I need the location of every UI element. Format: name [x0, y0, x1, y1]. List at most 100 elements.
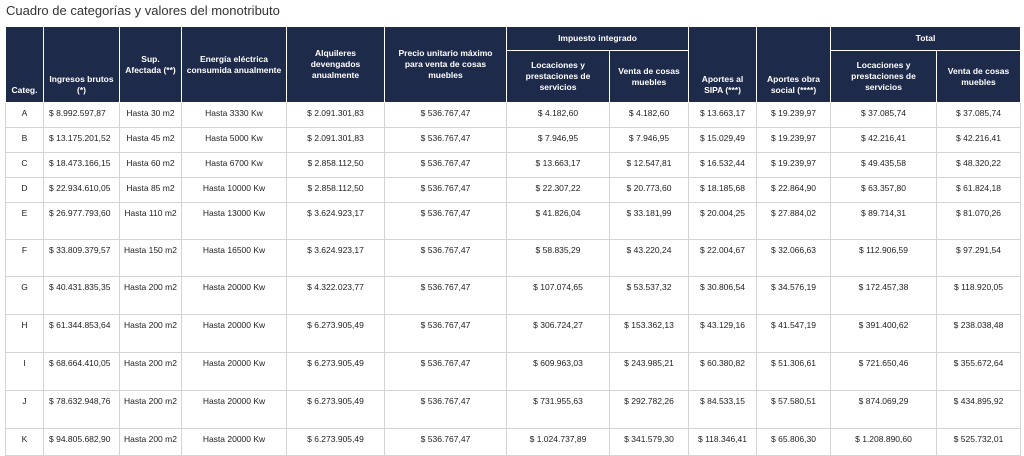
cell-tot-venta: $ 48.320,22: [936, 152, 1021, 178]
table-row: K $ 94.805.682,90 Hasta 200 m2 Hasta 20000 …: [5, 428, 1021, 456]
cell-ingresos: $ 61.344.853,64: [43, 314, 120, 353]
cell-tot-venta: $ 355.672,64: [936, 352, 1021, 391]
cell-precio: $ 536.767,47: [384, 152, 507, 178]
cell-obra: $ 57.580,51: [756, 390, 831, 429]
cell-precio: $ 536.767,47: [384, 102, 507, 128]
table-body: A $ 8.992.597,87 Hasta 30 m2 Hasta 3330 Kw $…: [5, 102, 1021, 456]
table-row: H $ 61.344.853,64 Hasta 200 m2 Hasta 20000 …: [5, 314, 1021, 353]
cell-obra: $ 51.306,61: [756, 352, 831, 391]
cell-categ: K: [5, 428, 44, 456]
cell-precio: $ 536.767,47: [384, 428, 507, 456]
header-impuesto-group: Impuesto integrado: [506, 26, 689, 51]
monotributo-table: Categ. Ingresos brutos (*) Sup. Afectada…: [5, 26, 1021, 456]
cell-categ: H: [5, 314, 44, 353]
cell-sipa: $ 118.346,41: [688, 428, 757, 456]
cell-imp-venta: $ 153.362,13: [609, 314, 689, 353]
cell-precio: $ 536.767,47: [384, 202, 507, 240]
cell-alquileres: $ 2.858.112,50: [286, 177, 385, 203]
cell-precio: $ 536.767,47: [384, 352, 507, 391]
cell-precio: $ 536.767,47: [384, 314, 507, 353]
cell-categ: E: [5, 202, 44, 240]
cell-imp-loc: $ 107.074,65: [506, 276, 610, 315]
cell-tot-loc: $ 391.400,62: [830, 314, 937, 353]
cell-alquileres: $ 4.322.023,77: [286, 276, 385, 315]
header-alquileres: Alquileres devengados anualmente: [286, 26, 385, 103]
table-row: D $ 22.934.610,05 Hasta 85 m2 Hasta 10000 K…: [5, 177, 1021, 203]
cell-alquileres: $ 2.858.112,50: [286, 152, 385, 178]
page-title: Cuadro de categorías y valores del monot…: [6, 3, 280, 18]
cell-sup: Hasta 45 m2: [119, 127, 182, 153]
cell-tot-loc: $ 63.357,80: [830, 177, 937, 203]
cell-imp-venta: $ 43.220,24: [609, 239, 689, 277]
cell-sipa: $ 16.532,44: [688, 152, 757, 178]
cell-alquileres: $ 6.273.905,49: [286, 428, 385, 456]
cell-energia: Hasta 16500 Kw: [181, 239, 287, 277]
cell-energia: Hasta 20000 Kw: [181, 390, 287, 429]
cell-tot-loc: $ 89.714,31: [830, 202, 937, 240]
cell-imp-venta: $ 20.773,60: [609, 177, 689, 203]
header-ingresos: Ingresos brutos (*): [43, 26, 120, 103]
cell-imp-loc: $ 7.946,95: [506, 127, 610, 153]
cell-sipa: $ 30.806,54: [688, 276, 757, 315]
cell-imp-loc: $ 22.307,22: [506, 177, 610, 203]
cell-tot-venta: $ 118.920,05: [936, 276, 1021, 315]
cell-imp-loc: $ 4.182,60: [506, 102, 610, 128]
cell-precio: $ 536.767,47: [384, 276, 507, 315]
header-imp-locaciones: Locaciones y prestaciones de servicios: [506, 50, 610, 103]
cell-sipa: $ 18.185,68: [688, 177, 757, 203]
cell-imp-loc: $ 58.835,29: [506, 239, 610, 277]
cell-obra: $ 19.239,97: [756, 102, 831, 128]
cell-categ: B: [5, 127, 44, 153]
cell-energia: Hasta 6700 Kw: [181, 152, 287, 178]
cell-ingresos: $ 22.934.610,05: [43, 177, 120, 203]
cell-precio: $ 536.767,47: [384, 127, 507, 153]
cell-ingresos: $ 94.805.682,90: [43, 428, 120, 456]
header-tot-venta: Venta de cosas muebles: [936, 50, 1021, 103]
cell-categ: J: [5, 390, 44, 429]
cell-categ: F: [5, 239, 44, 277]
cell-precio: $ 536.767,47: [384, 177, 507, 203]
cell-categ: C: [5, 152, 44, 178]
table-row: B $ 13.175.201,52 Hasta 45 m2 Hasta 5000 Kw…: [5, 127, 1021, 153]
cell-obra: $ 19.239,97: [756, 127, 831, 153]
cell-sipa: $ 60.380,82: [688, 352, 757, 391]
cell-sipa: $ 20.004,25: [688, 202, 757, 240]
cell-energia: Hasta 10000 Kw: [181, 177, 287, 203]
cell-ingresos: $ 40.431.835,35: [43, 276, 120, 315]
cell-imp-loc: $ 731.955,63: [506, 390, 610, 429]
cell-sup: Hasta 110 m2: [119, 202, 182, 240]
table-header: Categ. Ingresos brutos (*) Sup. Afectada…: [5, 26, 1021, 103]
cell-tot-venta: $ 42.216,41: [936, 127, 1021, 153]
cell-tot-venta: $ 37.085,74: [936, 102, 1021, 128]
cell-precio: $ 536.767,47: [384, 239, 507, 277]
cell-obra: $ 65.806,30: [756, 428, 831, 456]
cell-imp-venta: $ 292.782,26: [609, 390, 689, 429]
cell-alquileres: $ 6.273.905,49: [286, 390, 385, 429]
cell-sup: Hasta 200 m2: [119, 314, 182, 353]
cell-alquileres: $ 6.273.905,49: [286, 314, 385, 353]
cell-energia: Hasta 20000 Kw: [181, 352, 287, 391]
cell-ingresos: $ 68.664.410,05: [43, 352, 120, 391]
cell-obra: $ 27.884,02: [756, 202, 831, 240]
cell-imp-loc: $ 609.963,03: [506, 352, 610, 391]
cell-tot-loc: $ 721.650,46: [830, 352, 937, 391]
header-sipa: Aportes al SIPA (***): [688, 26, 757, 103]
cell-energia: Hasta 5000 Kw: [181, 127, 287, 153]
table-row: E $ 26.977.793,60 Hasta 110 m2 Hasta 13000 …: [5, 202, 1021, 240]
cell-tot-venta: $ 525.732,01: [936, 428, 1021, 456]
cell-categ: D: [5, 177, 44, 203]
cell-energia: Hasta 3330 Kw: [181, 102, 287, 128]
cell-tot-loc: $ 42.216,41: [830, 127, 937, 153]
cell-sup: Hasta 200 m2: [119, 428, 182, 456]
cell-obra: $ 41.547,19: [756, 314, 831, 353]
cell-sipa: $ 84.533,15: [688, 390, 757, 429]
cell-imp-venta: $ 341.579,30: [609, 428, 689, 456]
cell-imp-loc: $ 41.826,04: [506, 202, 610, 240]
table-row: A $ 8.992.597,87 Hasta 30 m2 Hasta 3330 Kw $…: [5, 102, 1021, 128]
header-total-group: Total: [830, 26, 1021, 51]
cell-obra: $ 22.864,90: [756, 177, 831, 203]
cell-sup: Hasta 200 m2: [119, 276, 182, 315]
cell-sup: Hasta 85 m2: [119, 177, 182, 203]
cell-tot-loc: $ 49.435,58: [830, 152, 937, 178]
cell-tot-loc: $ 172.457,38: [830, 276, 937, 315]
